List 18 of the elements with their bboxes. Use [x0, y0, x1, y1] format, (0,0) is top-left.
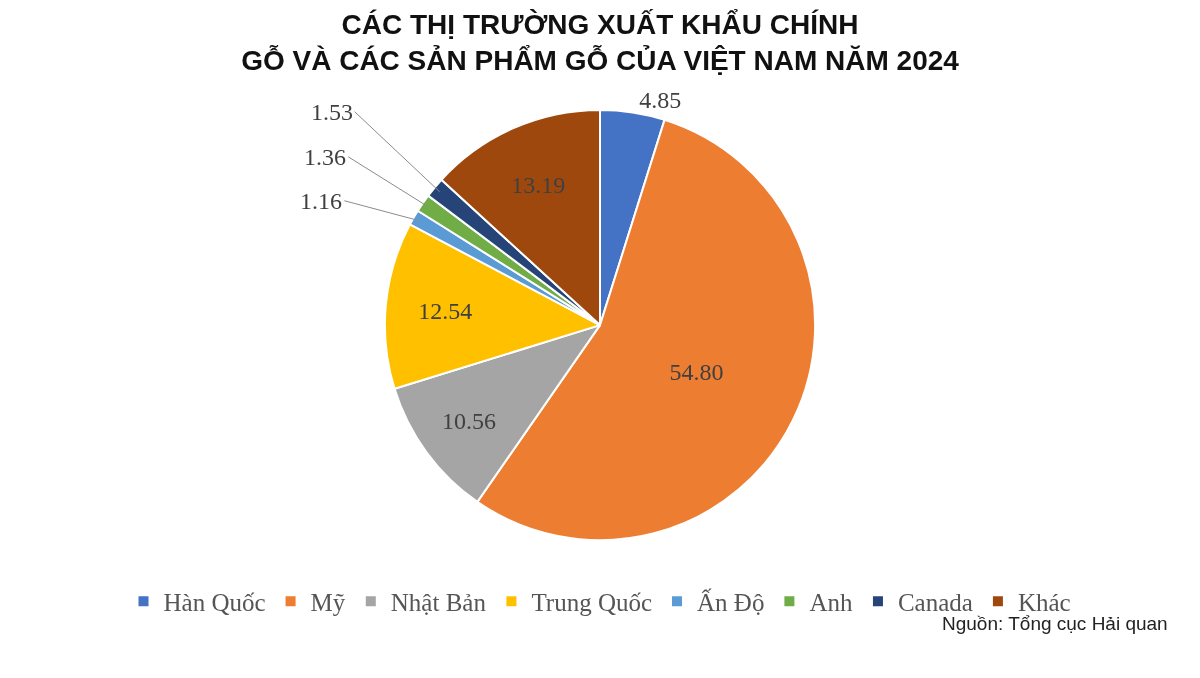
legend-label: Nhật Bản	[390, 588, 487, 616]
data-label: 1.16	[300, 188, 342, 214]
data-label: 1.36	[304, 144, 346, 170]
data-label: 4.85	[639, 86, 682, 113]
data-label: 54.80	[669, 359, 724, 386]
data-label: 13.19	[511, 171, 566, 198]
data-label: 12.54	[418, 297, 473, 324]
legend-label: Trung Quốc	[531, 588, 653, 616]
legend-label: Anh	[809, 588, 853, 616]
legend-label: Ấn Độ	[697, 587, 765, 616]
text: Nguồn: Tổng cục Hải quan	[942, 613, 1168, 634]
data-label: 1.53	[311, 99, 353, 125]
legend-label: Canada	[897, 588, 973, 616]
data-label: 10.56	[442, 407, 497, 434]
legend-label: Khác	[1017, 588, 1071, 616]
chart-title: CÁC THỊ TRƯỜNG XUẤT KHẨU CHÍNH GỖ VÀ CÁC SẢN PHẨM GỖ CỦA VIỆT NAM NĂM 2024	[241, 8, 960, 77]
legend-label: Hàn Quốc	[163, 588, 266, 616]
legend-label: Mỹ	[310, 588, 346, 616]
